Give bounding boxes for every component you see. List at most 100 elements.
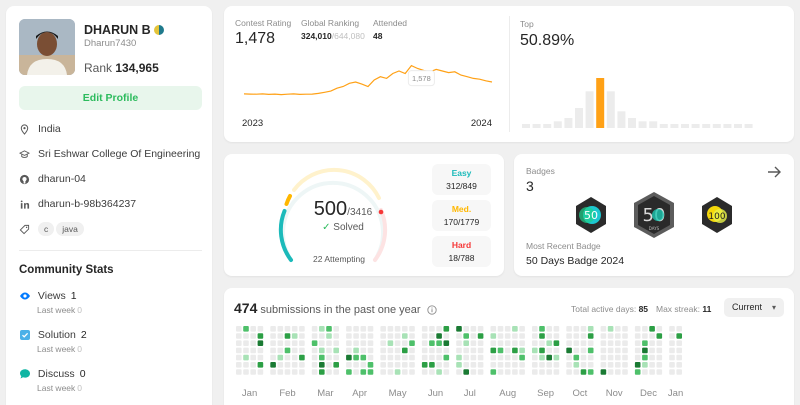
heatmap-cell [607, 354, 614, 361]
github-icon [19, 174, 30, 184]
heatmap-cell [607, 326, 614, 332]
edit-profile-button[interactable]: Edit Profile [19, 86, 202, 110]
contest-card: Contest Rating 1,478 Global Ranking 324,… [224, 6, 794, 142]
submissions-heatmap[interactable] [224, 288, 794, 405]
heatmap-cell [490, 333, 497, 339]
heatmap-cell [257, 347, 264, 354]
heatmap-cell [421, 333, 428, 339]
heatmap-cell [546, 326, 552, 332]
heatmap-cell [257, 354, 264, 361]
heatmap-cell [546, 354, 552, 361]
top-label: Top [520, 19, 534, 29]
heatmap-cell [634, 326, 641, 332]
heatmap-cell [436, 340, 442, 346]
badge-100-days-icon[interactable]: 100 [698, 196, 736, 234]
heatmap-cell [429, 354, 435, 361]
github-row[interactable]: dharun-04 [19, 173, 86, 185]
stat-value: 0 [79, 368, 86, 380]
avatar[interactable] [19, 19, 75, 75]
heatmap-cell [497, 362, 504, 368]
heatmap-cell [257, 340, 264, 346]
heatmap-cell [553, 362, 560, 368]
heatmap-cell [463, 340, 469, 346]
heatmap-cell [649, 354, 655, 361]
period-select[interactable]: Current ▾ [724, 298, 784, 317]
heatmap-cell [607, 347, 614, 354]
heatmap-cell [539, 333, 545, 339]
solved-ring[interactable] [274, 164, 392, 272]
attended-label: Attended [373, 18, 408, 28]
heatmap-cell [553, 347, 560, 354]
heatmap-cell [519, 354, 525, 361]
heatmap-cell [656, 369, 663, 375]
heatmap-cell [394, 340, 401, 346]
heatmap-cell [546, 362, 552, 368]
heatmap-cell [257, 326, 264, 332]
heatmap-cell [470, 326, 477, 332]
linkedin-icon [20, 199, 30, 209]
heatmap-cell [634, 362, 641, 368]
top-bar [702, 124, 711, 128]
heatmap-cell [656, 354, 663, 361]
active-days: Total active days: 85 [571, 304, 649, 314]
heatmap-cell [519, 333, 525, 339]
heatmap-cell [642, 369, 648, 375]
heatmap-cell [319, 354, 325, 361]
skill-tag-c[interactable]: c [38, 222, 55, 236]
heatmap-cell [270, 369, 276, 375]
heatmap-cell [649, 347, 655, 354]
profile-rank: Rank 134,965 [84, 61, 159, 75]
heatmap-cell [456, 362, 462, 368]
badge-50-days-2023-icon[interactable]: 50 [572, 196, 610, 234]
medium-count: 170/1779 [443, 217, 480, 227]
heatmap-cell [257, 369, 264, 375]
top-bar [543, 124, 552, 128]
linkedin-row[interactable]: dharun-b-98b364237 [19, 198, 136, 210]
heatmap-cell [402, 340, 408, 346]
heatmap-cell [387, 362, 394, 368]
linkedin-link[interactable]: dharun-b-98b364237 [38, 198, 137, 210]
easy-stat[interactable]: Easy 312/849 [432, 164, 491, 195]
github-link[interactable]: dharun-04 [38, 173, 86, 185]
arrow-right-icon[interactable] [766, 164, 782, 180]
heatmap-cell [649, 326, 655, 332]
heatmap-cell [299, 362, 305, 368]
heatmap-cell [291, 347, 298, 354]
medium-stat[interactable]: Med. 170/1779 [432, 200, 491, 231]
heatmap-cell [380, 340, 386, 346]
badges-label: Badges [526, 166, 555, 176]
heatmap-cell [504, 354, 511, 361]
heatmap-cell [615, 347, 621, 354]
heatmap-cell [319, 347, 325, 354]
top-distribution-chart[interactable] [510, 6, 794, 142]
heatmap-cell [539, 340, 545, 346]
heatmap-cell [512, 369, 518, 375]
heatmap-cell [546, 347, 552, 354]
heatmap-cell [346, 333, 352, 339]
info-icon[interactable] [426, 305, 437, 315]
heatmap-cell [497, 340, 504, 346]
heatmap-cell [299, 340, 305, 346]
heatmap-cell [463, 354, 469, 361]
heatmap-cell [504, 347, 511, 354]
heatmap-cell [250, 354, 256, 361]
heatmap-cell [394, 347, 401, 354]
hard-stat[interactable]: Hard 18/788 [432, 236, 491, 267]
heatmap-cell [512, 347, 518, 354]
badge-50-days-2024-icon[interactable]: 50 DAYS [630, 191, 678, 239]
heatmap-cell [319, 362, 325, 368]
heatmap-cell [421, 326, 428, 332]
active-badge-icon[interactable] [153, 25, 164, 35]
skill-tag-java[interactable]: java [56, 222, 84, 236]
heatmap-cell [456, 333, 462, 339]
stat-label: Solution [37, 329, 76, 341]
rating-tooltip [407, 70, 435, 87]
stat-label: Discuss [37, 368, 75, 380]
heatmap-cell [676, 347, 682, 354]
heatmap-cell [284, 340, 291, 346]
heatmap-cell [566, 333, 572, 339]
rating-line-chart[interactable]: 1,578 2023 2024 [224, 6, 509, 142]
heatmap-cell [367, 340, 374, 346]
heatmap-cell [291, 326, 298, 332]
heatmap-cell [573, 333, 580, 339]
